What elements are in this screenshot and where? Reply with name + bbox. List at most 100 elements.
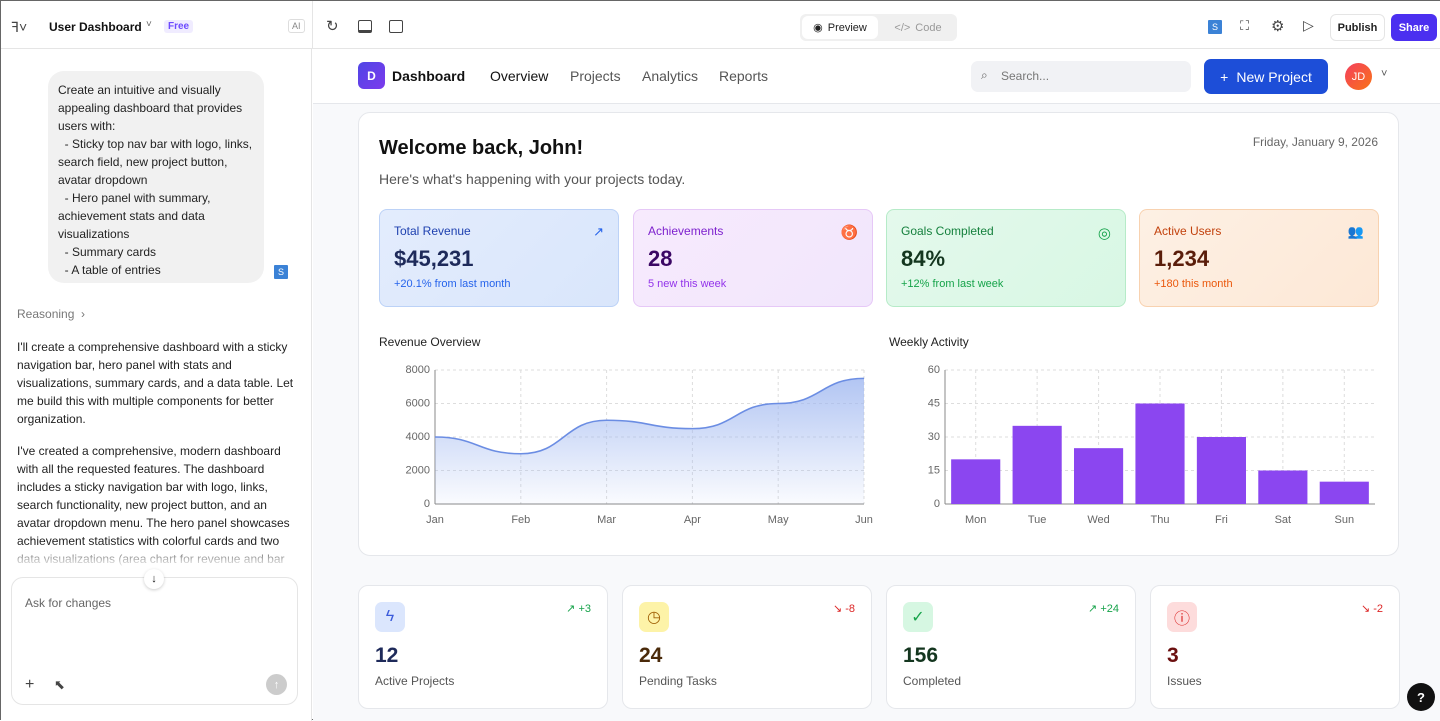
code-tab[interactable]: </> Code: [882, 16, 954, 39]
user-badge[interactable]: S: [1208, 20, 1222, 34]
gear-icon[interactable]: ⚙: [1271, 18, 1285, 35]
hero-panel: Welcome back, John! Here's what's happen…: [358, 112, 1399, 556]
avatar[interactable]: JD: [1345, 63, 1372, 90]
ai-badge[interactable]: AI: [288, 19, 305, 33]
avatar-dropdown-chevron-icon[interactable]: ˅: [1381, 68, 1388, 80]
current-date: Friday, January 9, 2026: [1252, 135, 1378, 149]
figma-logo-icon[interactable]: ꟻ˅: [11, 19, 28, 35]
welcome-title: Welcome back, John!: [379, 137, 584, 159]
nav-analytics[interactable]: Analytics: [642, 68, 699, 84]
plus-icon[interactable]: +: [25, 676, 35, 693]
weekly-bar-chart: 0 15 30 45 60 Mon Tue Wed Thu Fri Sat Sun: [928, 364, 1375, 526]
stat-value: $45,231: [394, 246, 474, 271]
play-icon[interactable]: ▷: [1303, 17, 1314, 33]
y-tick-label: 0: [424, 498, 430, 510]
nav-reports[interactable]: Reports: [719, 68, 769, 84]
app-preview: D Dashboard Overview Projects Analytics …: [313, 49, 1440, 721]
stat-value: 28: [648, 246, 673, 271]
x-tick-label: Thu: [1151, 514, 1170, 526]
x-tick-label: Tue: [1028, 514, 1047, 526]
zap-icon: ϟ: [375, 602, 405, 632]
chat-input-box[interactable]: Ask for changes + ⬉ ↑: [11, 577, 298, 705]
y-tick-label: 0: [934, 498, 940, 510]
summary-label: Issues: [1167, 674, 1202, 688]
y-tick-label: 6000: [406, 398, 430, 410]
select-cursor-icon[interactable]: ⬉: [54, 677, 65, 692]
activity-chart-title: Weekly Activity: [889, 335, 969, 349]
reasoning-toggle[interactable]: Reasoning ›: [17, 307, 85, 321]
summary-card-pending-tasks: ◷ 24 Pending Tasks ↘ -8: [622, 585, 872, 709]
summary-label: Completed: [903, 674, 962, 688]
check-circle-icon: ✓: [903, 602, 933, 632]
trending-up-icon: ↗: [593, 224, 604, 239]
new-project-button[interactable]: + New Project: [1204, 59, 1328, 94]
summary-value: 3: [1167, 644, 1179, 667]
plan-badge: Free: [164, 20, 194, 33]
scroll-down-button[interactable]: ↓: [144, 569, 164, 589]
app-navbar: D Dashboard Overview Projects Analytics …: [313, 49, 1440, 104]
chat-input[interactable]: Ask for changes: [25, 596, 112, 610]
bar-fri: [1196, 437, 1246, 504]
summary-card-issues: ⓘ 3 Issues ↘ -2: [1150, 585, 1400, 709]
x-tick-label: Jan: [426, 514, 444, 526]
refresh-icon[interactable]: ↻: [326, 18, 339, 35]
y-tick-label: 45: [928, 398, 940, 410]
delta-value: +3: [578, 603, 591, 615]
nav-projects[interactable]: Projects: [570, 68, 621, 84]
nav-overview[interactable]: Overview: [490, 68, 549, 84]
arrow-down-right-icon: ↘: [1360, 603, 1374, 615]
delta-value: -8: [845, 603, 855, 615]
brand-name[interactable]: Dashboard: [392, 68, 466, 84]
stat-sub: +20.1% from last month: [394, 278, 511, 290]
users-icon: 👥: [1347, 224, 1364, 239]
stat-card-users: Active Users 1,234 +180 this month 👥: [1139, 209, 1379, 307]
summary-value: 24: [639, 644, 663, 667]
revenue-line: [434, 377, 865, 455]
inspect-icon[interactable]: ⛶: [1240, 18, 1250, 33]
device-layout-icon[interactable]: [389, 20, 403, 33]
stat-value: 84%: [901, 246, 946, 271]
chevron-right-icon: ›: [77, 307, 86, 321]
revenue-chart-title: Revenue Overview: [379, 335, 481, 349]
revenue-area-chart: 0 2000 4000 6000 8000 Jan Feb Mar Apr May Jun: [406, 364, 873, 526]
bar-mon: [951, 459, 1001, 504]
code-label: Code: [915, 21, 942, 34]
summary-card-active-projects: ϟ 12 Active Projects ↗ +3: [358, 585, 608, 709]
panel-layout-icon[interactable]: [358, 20, 372, 33]
alert-circle-icon: ⓘ: [1167, 602, 1197, 632]
assistant-message: I've created a comprehensive, modern das…: [17, 444, 290, 566]
delta-value: +24: [1100, 603, 1119, 615]
chevron-down-icon[interactable]: ˅: [146, 19, 152, 30]
y-tick-label: 15: [928, 465, 940, 477]
preview-tab[interactable]: ◉ Preview: [802, 16, 878, 39]
bar-sun: [1319, 481, 1369, 504]
y-tick-label: 30: [928, 431, 940, 443]
publish-button[interactable]: Publish: [1330, 14, 1385, 41]
x-tick-label: Jun: [855, 514, 873, 526]
x-tick-label: Mon: [965, 514, 986, 526]
project-name[interactable]: User Dashboard: [49, 20, 142, 34]
stat-card-revenue: Total Revenue $45,231 +20.1% from last m…: [379, 209, 619, 307]
search-input[interactable]: ⌕ Search...: [971, 61, 1191, 92]
share-button[interactable]: Share: [1391, 14, 1437, 41]
x-tick-label: Wed: [1087, 514, 1109, 526]
summary-label: Pending Tasks: [639, 674, 717, 688]
award-icon: ♉: [840, 224, 858, 240]
bar-wed: [1074, 448, 1124, 504]
editor-topbar: ꟻ˅ User Dashboard ˅ Free AI ↻ ◉ Preview <…: [1, 1, 1440, 49]
preview-label: Preview: [827, 21, 867, 34]
summary-delta: ↘ -2: [1361, 602, 1383, 615]
assistant-message: I'll create a comprehensive dashboard wi…: [17, 340, 294, 426]
summary-delta: ↗ +3: [566, 602, 591, 615]
summary-card-completed: ✓ 156 Completed ↗ +24: [886, 585, 1136, 709]
send-button[interactable]: ↑: [266, 674, 287, 695]
stat-title: Achievements: [648, 224, 724, 238]
summary-value: 12: [375, 644, 399, 667]
stat-sub: 5 new this week: [648, 278, 727, 290]
x-tick-label: Sat: [1275, 514, 1292, 526]
x-tick-label: Sun: [1334, 514, 1354, 526]
app-logo[interactable]: D: [358, 62, 385, 89]
help-button[interactable]: ?: [1407, 683, 1435, 711]
stat-title: Total Revenue: [394, 224, 471, 238]
user-message: Create an intuitive and visually appeali…: [48, 71, 264, 283]
